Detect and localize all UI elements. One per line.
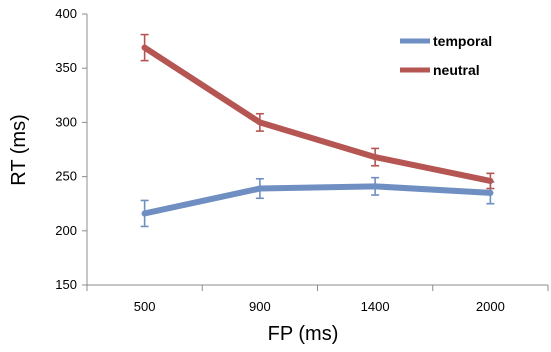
legend-label-temporal: temporal xyxy=(433,33,492,49)
series-group xyxy=(140,33,495,228)
x-axis-label: FP (ms) xyxy=(268,323,339,345)
y-tick-label: 150 xyxy=(55,277,77,292)
y-axis-label: RT (ms) xyxy=(8,114,30,185)
data-point xyxy=(372,154,379,161)
x-tick-label: 2000 xyxy=(476,299,505,314)
series-line-temporal xyxy=(141,183,494,217)
series-neutral xyxy=(140,33,495,190)
y-tick-label: 200 xyxy=(55,223,77,238)
series-temporal xyxy=(140,176,495,228)
x-tick-label: 500 xyxy=(134,299,156,314)
series-line-neutral xyxy=(141,44,494,184)
legend-label-neutral: neutral xyxy=(433,62,480,78)
axes xyxy=(82,13,549,291)
data-point xyxy=(141,44,148,51)
y-tick-label: 350 xyxy=(55,60,77,75)
data-point xyxy=(487,177,494,184)
legend: temporal neutral xyxy=(400,33,492,78)
data-point xyxy=(256,185,263,192)
y-tick-label: 300 xyxy=(55,114,77,129)
x-tick-label: 900 xyxy=(249,299,271,314)
data-point xyxy=(487,189,494,196)
x-tick-label: 1400 xyxy=(361,299,390,314)
data-point xyxy=(256,119,263,126)
y-tick-label: 400 xyxy=(55,6,77,21)
y-tick-label: 250 xyxy=(55,169,77,184)
data-point xyxy=(141,210,148,217)
x-tick-labels: 500 900 1400 2000 xyxy=(134,299,505,314)
y-tick-labels: 150 200 250 300 350 400 xyxy=(55,6,77,292)
data-point xyxy=(372,183,379,190)
